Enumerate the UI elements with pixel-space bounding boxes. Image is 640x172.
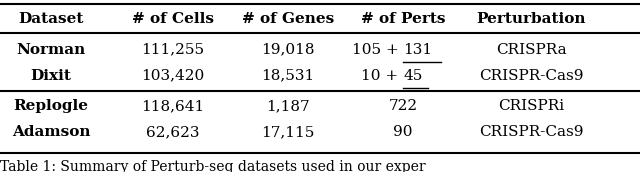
Text: 118,641: 118,641 <box>141 99 204 113</box>
Text: 1,187: 1,187 <box>266 99 310 113</box>
Text: CRISPR-Cas9: CRISPR-Cas9 <box>479 125 584 139</box>
Text: 62,623: 62,623 <box>146 125 200 139</box>
Text: CRISPR-Cas9: CRISPR-Cas9 <box>479 69 584 83</box>
Text: Norman: Norman <box>17 43 86 57</box>
Text: Replogle: Replogle <box>13 99 89 113</box>
Text: 18,531: 18,531 <box>261 69 315 83</box>
Text: Table 1: Summary of Perturb-seq datasets used in our exper: Table 1: Summary of Perturb-seq datasets… <box>0 160 426 172</box>
Text: Dixit: Dixit <box>31 69 72 83</box>
Text: CRISPRi: CRISPRi <box>498 99 564 113</box>
Text: CRISPRa: CRISPRa <box>496 43 566 57</box>
Text: 19,018: 19,018 <box>261 43 315 57</box>
Text: 10 +: 10 + <box>361 69 403 83</box>
Text: 90: 90 <box>394 125 413 139</box>
Text: 105 +: 105 + <box>351 43 403 57</box>
Text: Dataset: Dataset <box>19 12 84 26</box>
Text: Adamson: Adamson <box>12 125 90 139</box>
Text: Perturbation: Perturbation <box>476 12 586 26</box>
Text: # of Perts: # of Perts <box>361 12 445 26</box>
Text: 17,115: 17,115 <box>261 125 315 139</box>
Text: 45: 45 <box>403 69 422 83</box>
Text: 131: 131 <box>403 43 433 57</box>
Text: # of Cells: # of Cells <box>132 12 214 26</box>
Text: 111,255: 111,255 <box>141 43 204 57</box>
Text: 722: 722 <box>388 99 418 113</box>
Text: # of Genes: # of Genes <box>242 12 334 26</box>
Text: 103,420: 103,420 <box>141 69 204 83</box>
